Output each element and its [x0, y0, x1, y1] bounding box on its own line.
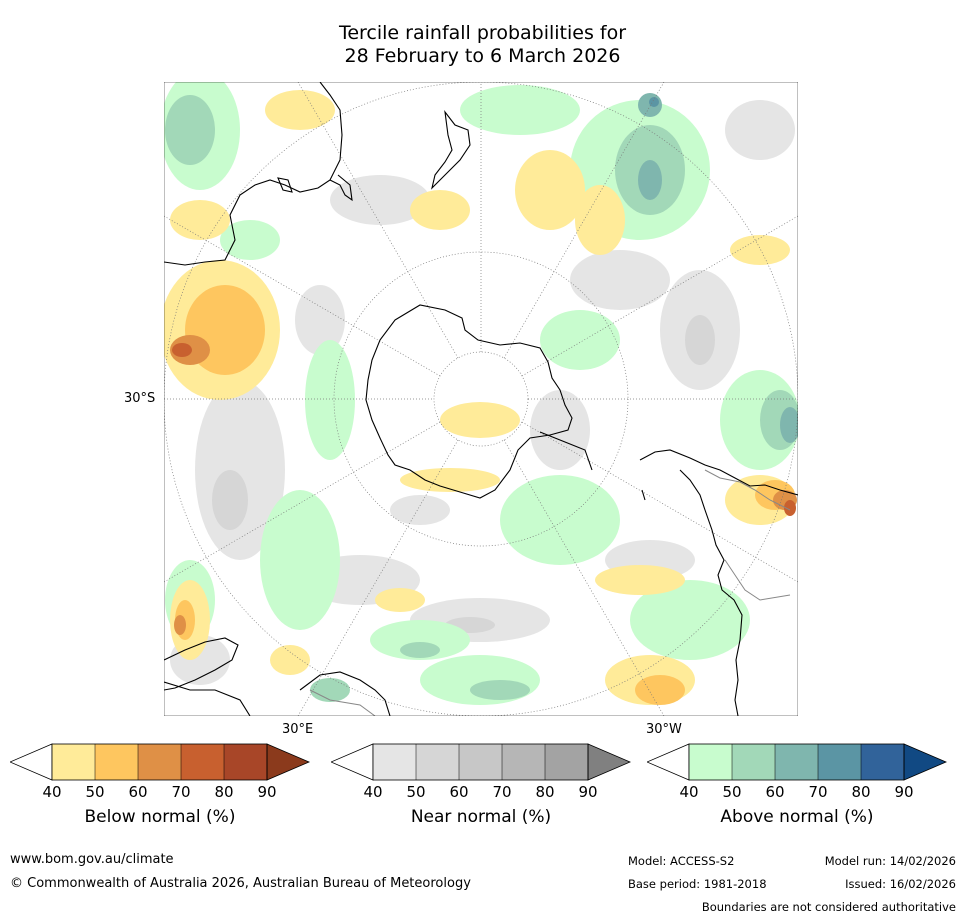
colorbar-above-ticks: 40 50 60 70 80 90: [647, 783, 947, 803]
near-frame: [372, 743, 589, 781]
colorbar-below-title: Below normal (%): [84, 807, 236, 827]
title-line-1: Tercile rainfall probabilities for: [338, 22, 627, 44]
below-swatch-2: [138, 744, 181, 780]
above-low-arrow: [647, 743, 690, 781]
near-tick-40: 40: [363, 783, 383, 801]
colorbar-above-title: Above normal (%): [720, 807, 874, 827]
colorbar-below-normal: 40 50 60 70 80 90 Below normal (%): [10, 743, 310, 843]
colorbar-below-swatches: [10, 743, 310, 781]
below-tick-60: 60: [128, 783, 148, 801]
above-high-arrow: [903, 743, 947, 781]
near-tick-60: 60: [449, 783, 469, 801]
above-swatch-1: [732, 744, 775, 780]
near-low-arrow: [331, 743, 374, 781]
below-swatch-4: [224, 744, 267, 780]
colorbar-above-normal: 40 50 60 70 80 90 Above normal (%): [647, 743, 947, 843]
lon-label-30e: 30°E: [282, 722, 314, 737]
above-swatch-2: [775, 744, 818, 780]
below-normal-areas: [164, 90, 795, 705]
near-tick-50: 50: [406, 783, 426, 801]
below-swatch-0: [52, 744, 95, 780]
below-swatch-3: [181, 744, 224, 780]
colorbar-near-normal: 40 50 60 70 80 90 Near normal (%): [331, 743, 631, 843]
issued-text: Issued: 16/02/2026: [845, 877, 956, 891]
model-text: Model: ACCESS-S2: [628, 854, 735, 868]
country-borders: [309, 469, 791, 716]
title-line-2: 28 February to 6 March 2026: [344, 45, 621, 67]
south-america-coastline: [639, 449, 798, 496]
colorbar-above-swatches: [647, 743, 947, 781]
antarctica-coastline: [365, 304, 573, 499]
near-tick-90: 90: [578, 783, 598, 801]
probability-field: [164, 82, 798, 705]
near-tick-80: 80: [535, 783, 555, 801]
above-tick-50: 50: [722, 783, 742, 801]
lon-label-30w: 30°W: [646, 722, 682, 737]
above-tick-60: 60: [765, 783, 785, 801]
below-tick-40: 40: [42, 783, 62, 801]
disclaimer-text: Boundaries are not considered authoritat…: [701, 900, 956, 914]
new-zealand-coastline: [431, 110, 471, 190]
above-swatch-3: [818, 744, 861, 780]
below-tick-50: 50: [85, 783, 105, 801]
below-tick-90: 90: [257, 783, 277, 801]
near-swatch-1: [416, 744, 459, 780]
coastlines: [164, 82, 798, 716]
map-title: Tercile rainfall probabilities for 28 Fe…: [0, 22, 965, 68]
above-swatch-0: [689, 744, 732, 780]
near-swatch-4: [545, 744, 588, 780]
below-tick-80: 80: [214, 783, 234, 801]
above-tick-70: 70: [808, 783, 828, 801]
near-tick-70: 70: [492, 783, 512, 801]
near-swatch-0: [373, 744, 416, 780]
graticule: [164, 82, 798, 716]
colorbar-near-swatches: [331, 743, 631, 781]
near-swatch-3: [502, 744, 545, 780]
africa-coastline: [164, 637, 239, 691]
below-high-arrow: [266, 743, 310, 781]
above-tick-80: 80: [851, 783, 871, 801]
below-frame: [51, 743, 268, 781]
copyright-text: © Commonwealth of Australia 2026, Austra…: [10, 876, 471, 891]
colorbar-below-ticks: 40 50 60 70 80 90: [10, 783, 310, 803]
near-swatch-2: [459, 744, 502, 780]
colorbar-near-title: Near normal (%): [410, 807, 552, 827]
model-run-text: Model run: 14/02/2026: [824, 854, 956, 868]
colorbar-near-ticks: 40 50 60 70 80 90: [331, 783, 631, 803]
australia-coastline: [164, 82, 343, 266]
below-swatch-1: [95, 744, 138, 780]
above-tick-40: 40: [679, 783, 699, 801]
lat-label-30s: 30°S: [124, 391, 156, 406]
above-frame: [688, 743, 905, 781]
above-tick-90: 90: [894, 783, 914, 801]
near-high-arrow: [587, 743, 631, 781]
above-swatch-4: [861, 744, 904, 780]
rainfall-probability-map: [164, 82, 798, 716]
below-low-arrow: [10, 743, 53, 781]
below-tick-70: 70: [171, 783, 191, 801]
website-link[interactable]: www.bom.gov.au/climate: [10, 852, 174, 867]
base-period-text: Base period: 1981-2018: [628, 877, 767, 891]
